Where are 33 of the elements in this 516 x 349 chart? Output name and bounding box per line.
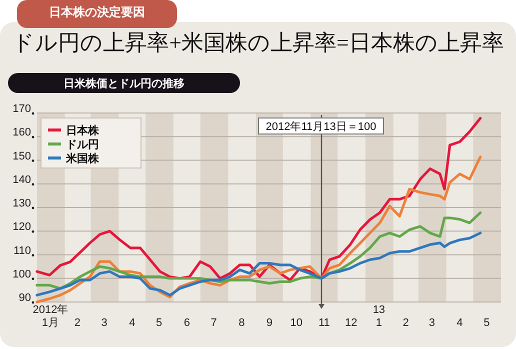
y-tick-label: 100: [12, 268, 31, 280]
x-tick-label: 13 1: [372, 304, 386, 329]
legend-label: 日本株: [66, 124, 100, 137]
y-tick-label: 130: [12, 198, 31, 210]
annotation: 日本株の決定要因: [17, 0, 177, 28]
x-tick-label: 6: [184, 317, 190, 329]
x-tick-label: 2012年 1月: [32, 304, 68, 329]
legend-label: ドル円: [66, 139, 99, 151]
x-tick-label: 2: [74, 317, 80, 329]
x-tick-label: 3: [101, 317, 108, 329]
x-tick-label: 11: [318, 317, 330, 329]
ref-line-label: 2012年11月13日＝100: [266, 121, 376, 133]
y-tick-label: 110: [13, 244, 31, 257]
x-tick-label: 9: [266, 317, 273, 329]
x-tick-label: 12: [344, 317, 358, 329]
y-tick-label: 90: [18, 292, 31, 304]
y-tick-label: 170: [12, 103, 31, 115]
y-tick-label: 120: [12, 221, 31, 234]
x-tick-label: 10: [290, 317, 302, 329]
y-tick-label: 150: [12, 150, 31, 162]
y-tick-label: 140: [12, 174, 31, 186]
x-tick-label: 4: [129, 317, 136, 329]
x-tick-label: 2: [402, 317, 409, 329]
chart-title: ドル円の上昇率+米国株の上昇率=日本株の上昇率: [12, 30, 504, 55]
x-tick-label: 4: [456, 317, 463, 329]
x-tick-label: 5: [156, 317, 162, 329]
x-tick-label: 5: [484, 317, 490, 329]
y-tick-label: 160: [12, 126, 31, 139]
x-tick-label: 8: [238, 317, 245, 329]
x-tick-label: 3: [428, 317, 435, 329]
chart-subtitle: 日米株価とドル円の推移: [64, 77, 184, 90]
x-tick-label: 7: [210, 317, 217, 329]
legend-label: 米国株: [65, 152, 100, 165]
